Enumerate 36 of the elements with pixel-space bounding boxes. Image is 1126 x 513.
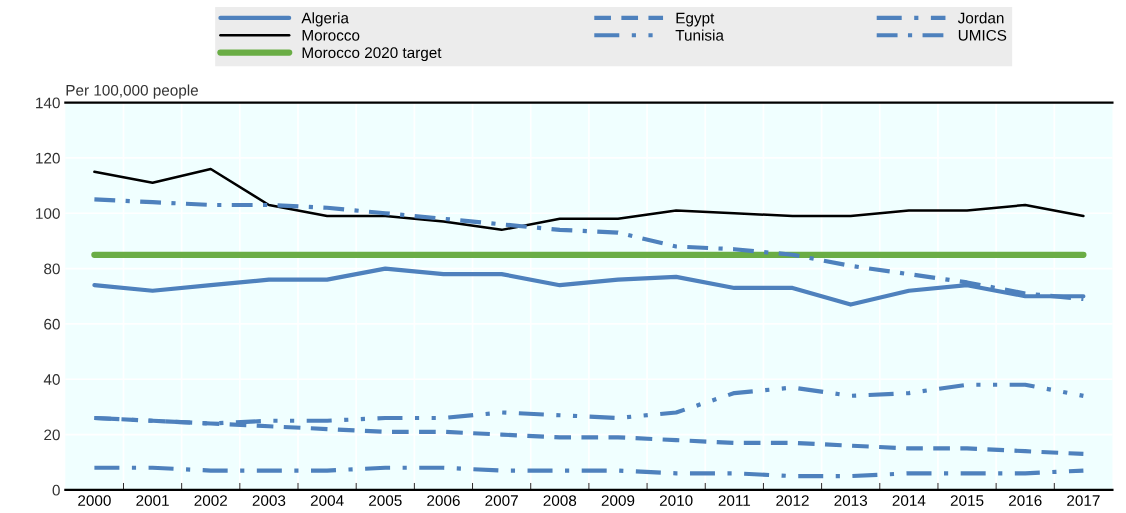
- x-tick-label: 2013: [834, 495, 868, 506]
- x-tick-label: 2009: [601, 495, 635, 506]
- y-tick-label: 100: [36, 208, 60, 219]
- y-tick-label: 40: [43, 374, 60, 385]
- legend-label: Tunisia: [675, 29, 724, 41]
- line-series: [93, 167, 1085, 232]
- legend-label: Morocco 2020 target: [302, 47, 442, 62]
- x-tick-label: 2005: [369, 495, 402, 506]
- x-tick-label: 2017: [1067, 495, 1100, 506]
- y-tick-label: 0: [52, 484, 60, 496]
- x-tick-label: 2007: [485, 495, 518, 506]
- y-tick-label: 80: [44, 263, 60, 275]
- y-tick-label: 140: [36, 97, 60, 109]
- y-axis-title: Per 100,000 people: [66, 84, 198, 99]
- x-tick-label: 2002: [194, 495, 227, 506]
- legend-label: Morocco: [302, 30, 360, 41]
- x-tick-label: 2000: [78, 495, 111, 506]
- x-tick-label: 2010: [659, 495, 693, 506]
- y-tick-label: 120: [36, 152, 60, 164]
- x-tick-label: 2016: [1009, 495, 1042, 506]
- legend-label: Egypt: [676, 12, 715, 27]
- x-tick-label: 2014: [892, 495, 926, 506]
- x-tick-label: 2011: [718, 495, 751, 506]
- x-tick-label: 2004: [310, 495, 344, 506]
- y-tick-label: 20: [44, 429, 60, 441]
- y-tick-label: 60: [44, 318, 60, 330]
- x-tick-label: 2006: [427, 495, 460, 506]
- x-tick-label: 2003: [252, 495, 286, 506]
- x-tick-label: 2008: [543, 495, 577, 506]
- legend-label: Algeria: [301, 12, 349, 27]
- x-tick-label: 2012: [776, 495, 809, 506]
- x-tick-label: 2001: [136, 495, 169, 506]
- legend-label: UMICS: [958, 29, 1007, 41]
- line-series: [92, 465, 1086, 479]
- legend-label: Jordan: [957, 12, 1004, 24]
- x-tick-label: 2015: [950, 495, 984, 506]
